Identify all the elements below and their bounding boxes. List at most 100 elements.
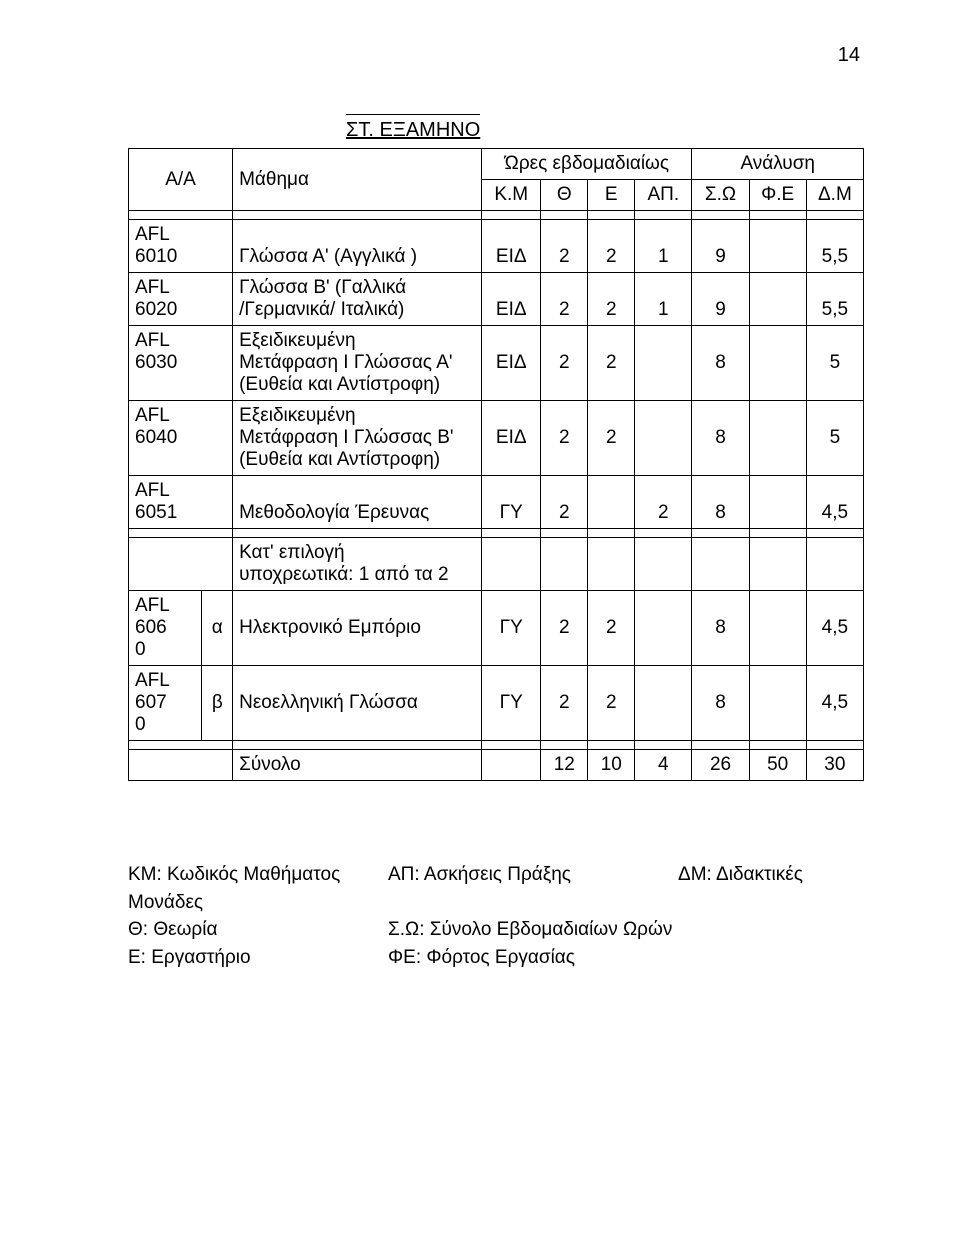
course-name: Εξειδικευμένη Μετάφραση Ι Γλώσσας Β' (Ευ…	[233, 401, 482, 476]
cell-dm: 5	[806, 326, 863, 401]
cell-e: 2	[588, 273, 635, 326]
elective-sub: β	[202, 666, 233, 741]
code-line: 6051	[135, 502, 177, 523]
code-line: 6020	[135, 299, 177, 320]
course-code: AFL 6020	[129, 273, 233, 326]
code-line: 6010	[135, 246, 177, 267]
cell-km: ΓΥ	[482, 591, 541, 666]
cell-km: ΕΙΔ	[482, 273, 541, 326]
code-line: 6030	[135, 352, 177, 373]
header-hours: Ώρες εβδομαδιαίως	[482, 149, 692, 180]
header-th: Θ	[541, 180, 588, 211]
cell-fe	[749, 591, 806, 666]
header-e: Ε	[588, 180, 635, 211]
cell-fe	[749, 401, 806, 476]
code-line: AFL	[135, 595, 170, 616]
cell-e	[588, 476, 635, 529]
spacer-row	[129, 741, 864, 750]
totals-label: Σύνολο	[233, 750, 482, 781]
course-name: Ηλεκτρονικό Εμπόριο	[233, 591, 482, 666]
course-name: Εξειδικευμένη Μετάφραση Ι Γλώσσας Α' (Ευ…	[233, 326, 482, 401]
name-line: (Ευθεία και Αντίστροφη)	[239, 374, 440, 395]
totals-row: Σύνολο 12 10 4 26 50 30	[129, 750, 864, 781]
section-title: ΣΤ. ΕΞΑΜΗΝΟ	[346, 114, 480, 142]
code-line: AFL	[135, 224, 170, 245]
name-line: (Ευθεία και Αντίστροφη)	[239, 449, 440, 470]
cell-km: ΕΙΔ	[482, 401, 541, 476]
cell-fe	[749, 326, 806, 401]
cell-dm: 5,5	[806, 273, 863, 326]
elective-header-line: Κατ' επιλογή	[239, 542, 344, 563]
header-dm: Δ.Μ	[806, 180, 863, 211]
cell-so: 9	[692, 220, 749, 273]
table-header-row: Α/Α Μάθημα Ώρες εβδομαδιαίως Ανάλυση	[129, 149, 864, 180]
cell-e: 2	[588, 591, 635, 666]
code-line: 0	[135, 639, 146, 660]
code-line: AFL	[135, 330, 170, 351]
code-line: 6040	[135, 427, 177, 448]
cell-ap	[635, 326, 692, 401]
course-name: Νεοελληνική Γλώσσα	[233, 666, 482, 741]
header-subject: Μάθημα	[233, 149, 482, 211]
cell-dm: 5	[806, 401, 863, 476]
header-fe: Φ.Ε	[749, 180, 806, 211]
legend-item: ΑΠ: Ασκήσεις Πράξης	[388, 861, 678, 889]
cell-e: 2	[588, 220, 635, 273]
cell-km: ΕΙΔ	[482, 326, 541, 401]
elective-sub: α	[202, 591, 233, 666]
name-line: Εξειδικευμένη	[239, 405, 356, 426]
code-line: 606	[135, 617, 167, 638]
cell-fe	[749, 220, 806, 273]
cell-km: ΓΥ	[482, 476, 541, 529]
cell-ap: 1	[635, 220, 692, 273]
code-line: 607	[135, 692, 167, 713]
totals-dm: 30	[806, 750, 863, 781]
cell-th: 2	[541, 273, 588, 326]
cell-so: 8	[692, 666, 749, 741]
totals-fe: 50	[749, 750, 806, 781]
curriculum-table: Α/Α Μάθημα Ώρες εβδομαδιαίως Ανάλυση Κ.Μ…	[128, 148, 864, 781]
page-number: 14	[838, 44, 860, 67]
table-row: AFL 6030 Εξειδικευμένη Μετάφραση Ι Γλώσσ…	[129, 326, 864, 401]
cell-e: 2	[588, 401, 635, 476]
totals-ap: 4	[635, 750, 692, 781]
cell-e: 2	[588, 666, 635, 741]
code-line: AFL	[135, 277, 170, 298]
cell-dm: 4,5	[806, 476, 863, 529]
legend-item: Σ.Ω: Σύνολο Εβδομαδιαίων Ωρών	[388, 916, 678, 944]
header-so: Σ.Ω	[692, 180, 749, 211]
course-name: Μεθοδολογία Έρευνας	[233, 476, 482, 529]
cell-km: ΕΙΔ	[482, 220, 541, 273]
cell-km: ΓΥ	[482, 666, 541, 741]
name-line: Μετάφραση Ι Γλώσσας Β'	[239, 427, 453, 448]
cell-so: 9	[692, 273, 749, 326]
elective-header-row: Κατ' επιλογή υποχρεωτικά: 1 από τα 2	[129, 538, 864, 591]
totals-th: 12	[541, 750, 588, 781]
course-code: AFL 6030	[129, 326, 233, 401]
header-ap: ΑΠ.	[635, 180, 692, 211]
table-row: AFL 6010 Γλώσσα Α' (Αγγλικά ) ΕΙΔ 2 2 1 …	[129, 220, 864, 273]
table-row: AFL 6051 Μεθοδολογία Έρευνας ΓΥ 2 2 8 4,…	[129, 476, 864, 529]
legend-item: ΔΜ: Διδακτικές	[678, 861, 864, 889]
header-aa: Α/Α	[129, 149, 233, 211]
course-name: Γλώσσα Β' (Γαλλικά /Γερμανικά/ Ιταλικά)	[233, 273, 482, 326]
cell-th: 2	[541, 476, 588, 529]
cell-e: 2	[588, 326, 635, 401]
cell-fe	[749, 476, 806, 529]
header-analysis: Ανάλυση	[692, 149, 864, 180]
totals-e: 10	[588, 750, 635, 781]
cell-th: 2	[541, 401, 588, 476]
course-name: Γλώσσα Α' (Αγγλικά )	[233, 220, 482, 273]
cell-ap: 2	[635, 476, 692, 529]
cell-ap	[635, 591, 692, 666]
table-row: AFL 6040 Εξειδικευμένη Μετάφραση Ι Γλώσσ…	[129, 401, 864, 476]
cell-so: 8	[692, 591, 749, 666]
cell-th: 2	[541, 666, 588, 741]
elective-header-line: υποχρεωτικά: 1 από τα 2	[239, 564, 449, 585]
name-line: Μετάφραση Ι Γλώσσας Α'	[239, 352, 452, 373]
cell-fe	[749, 273, 806, 326]
course-code: AFL 6051	[129, 476, 233, 529]
code-line: AFL	[135, 670, 170, 691]
table-row: AFL 6020 Γλώσσα Β' (Γαλλικά /Γερμανικά/ …	[129, 273, 864, 326]
cell-ap	[635, 666, 692, 741]
